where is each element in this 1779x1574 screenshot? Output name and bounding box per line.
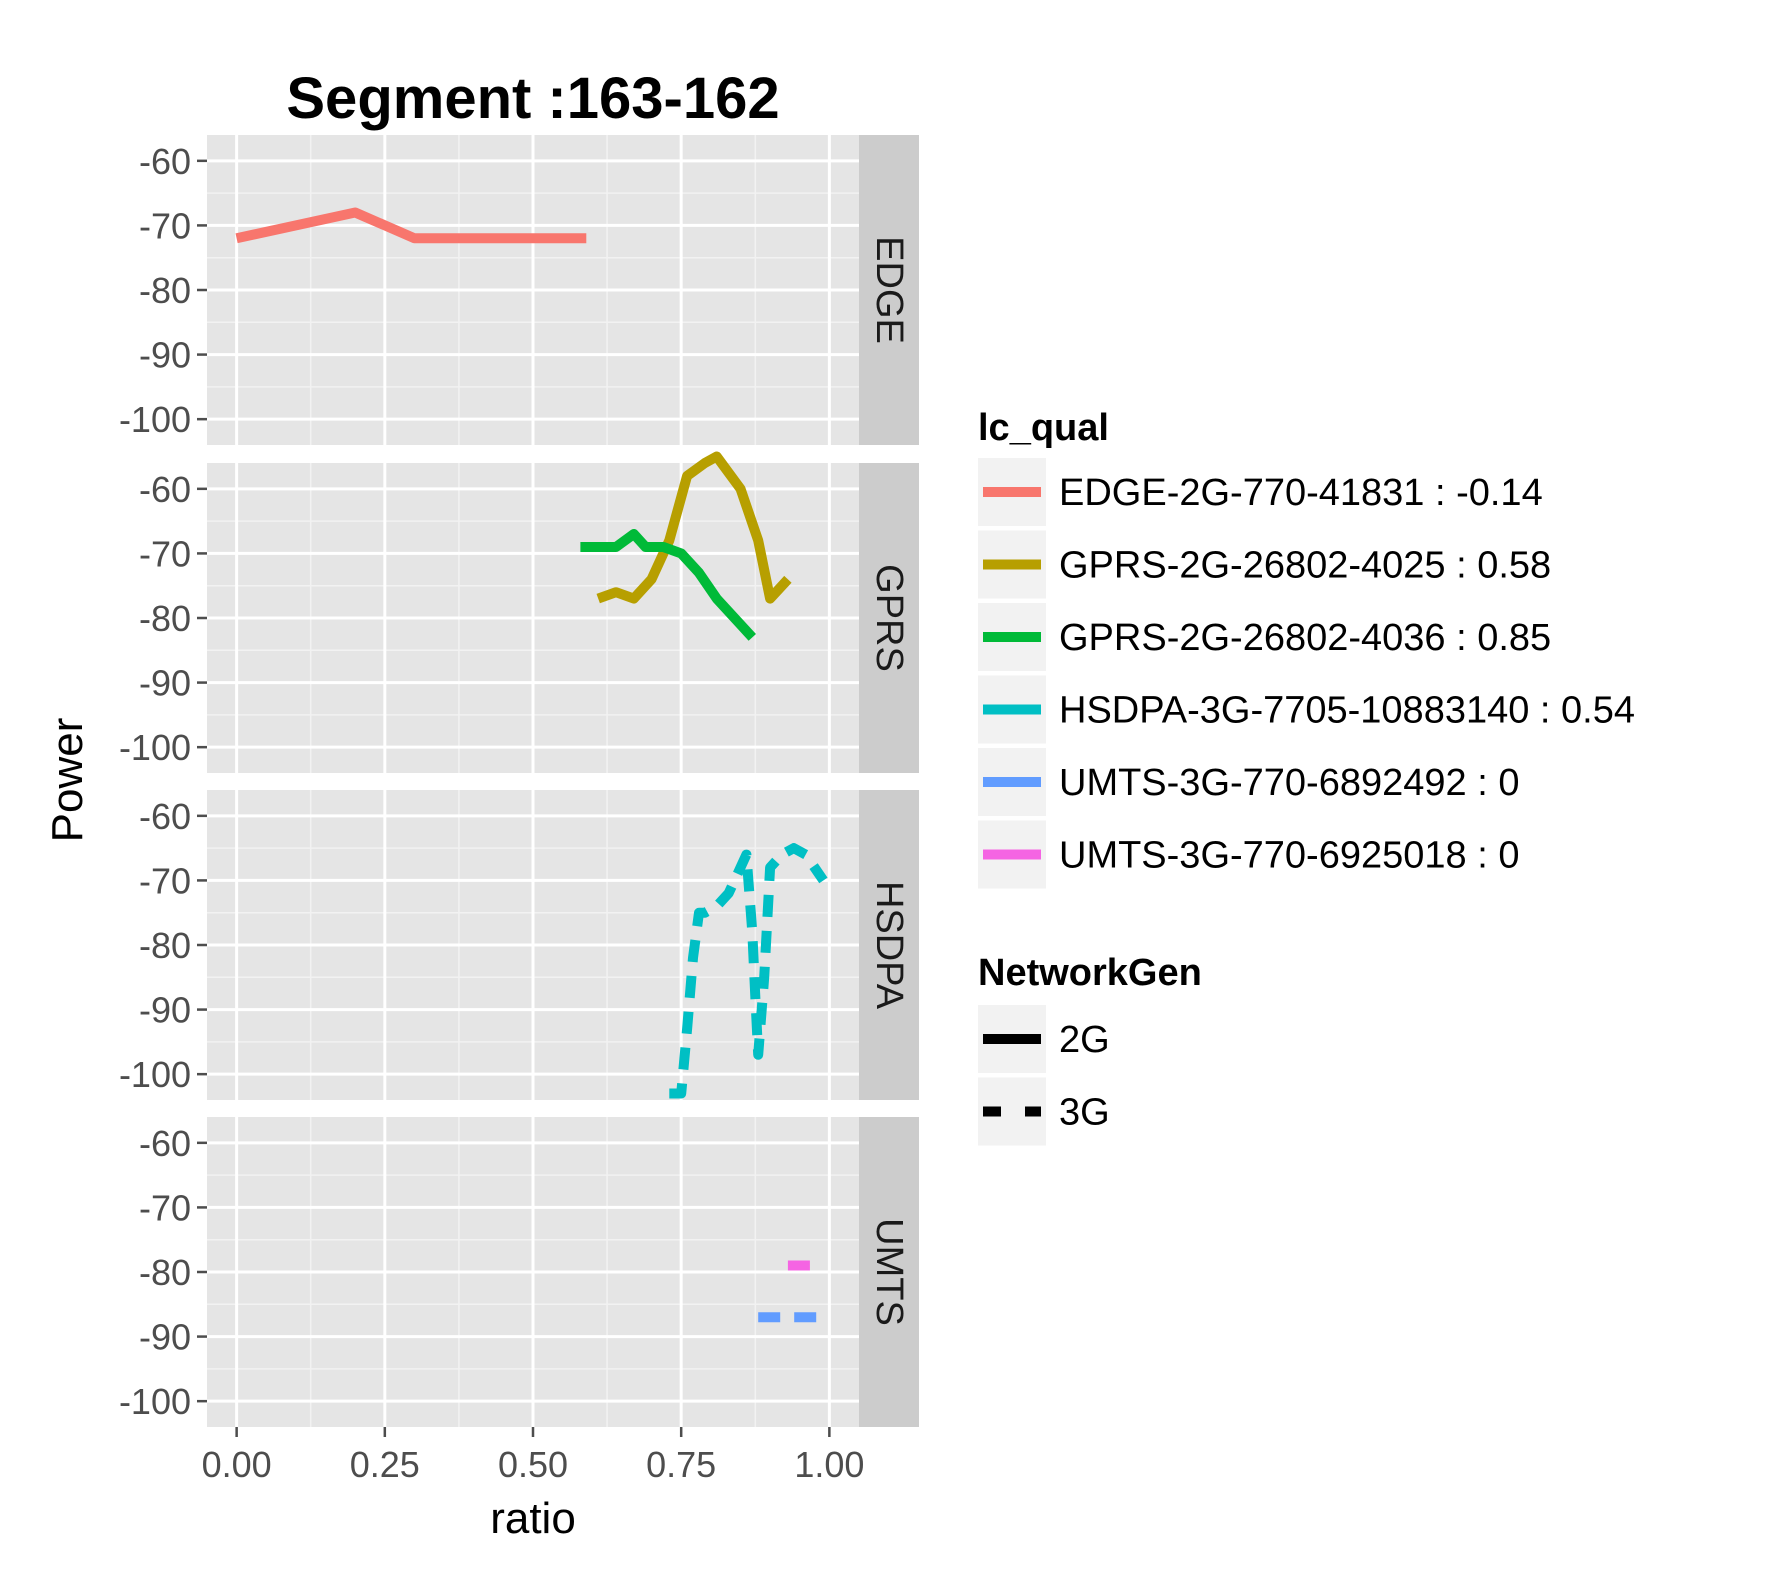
x-tick-label: 0.00 [202, 1444, 272, 1485]
legend-label: UMTS-3G-770-6925018 : 0 [1059, 835, 1519, 877]
facet-strip-edge [859, 135, 919, 445]
y-tick-label: -100 [119, 399, 191, 440]
legends: lc_qual EDGE-2G-770-41831 : -0.14 GPRS-2G-… [978, 407, 1635, 1146]
x-tick-label: 0.50 [498, 1444, 568, 1485]
y-tick-label: -90 [139, 990, 191, 1031]
legend-label: GPRS-2G-26802-4036 : 0.85 [1059, 617, 1551, 659]
facet-strip-umts [859, 1117, 919, 1427]
facet-label-gprs: GPRS [868, 564, 910, 672]
y-tick-label: -100 [119, 1054, 191, 1095]
y-tick-label: -80 [139, 598, 191, 639]
x-axis-title: ratio [490, 1494, 576, 1543]
y-tick-label: -100 [119, 1381, 191, 1422]
facet-label-edge: EDGE [868, 236, 910, 344]
y-tick-label: -80 [139, 1252, 191, 1293]
y-tick-label: -90 [139, 663, 191, 704]
legend-label: HSDPA-3G-7705-10883140 : 0.54 [1059, 690, 1635, 732]
facet-strip-hsdpa [859, 790, 919, 1100]
y-tick-label: -60 [139, 796, 191, 837]
x-tick-label: 1.00 [794, 1444, 864, 1485]
y-tick-label: -90 [139, 1317, 191, 1358]
facet-panel-umts: -60 -70 -80 -90 -100 UMTS [119, 1117, 919, 1427]
x-axis: 0.00 0.25 0.50 0.75 1.00 [202, 1427, 864, 1485]
series-line [669, 843, 828, 1099]
facet-panels: -60 -70 -80 -90 -100 EDGE -60 -70 -80 -90 -100 GPRS… [119, 135, 919, 1485]
legend-label: 2G [1059, 1019, 1110, 1061]
facet-strip-gprs [859, 463, 919, 773]
y-tick-label: -80 [139, 270, 191, 311]
legend-label: GPRS-2G-26802-4025 : 0.58 [1059, 545, 1551, 587]
legend-title-networkgen: NetworkGen [978, 952, 1202, 994]
chart-title: Segment :163-162 [286, 66, 779, 131]
y-tick-label: -60 [139, 469, 191, 510]
y-tick-label: -100 [119, 727, 191, 768]
y-tick-label: -60 [139, 141, 191, 182]
y-tick-label: -70 [139, 1187, 191, 1228]
y-tick-label: -80 [139, 925, 191, 966]
facet-label-hsdpa: HSDPA [868, 881, 910, 1010]
facet-panel-hsdpa: -60 -70 -80 -90 -100 HSDPA [119, 790, 919, 1100]
y-tick-label: -70 [139, 533, 191, 574]
legend-label: EDGE-2G-770-41831 : -0.14 [1059, 472, 1543, 514]
y-tick-label: -90 [139, 335, 191, 376]
facet-panel-gprs: -60 -70 -80 -90 -100 GPRS [119, 451, 919, 773]
y-tick-label: -70 [139, 205, 191, 246]
y-axis-title: Power [43, 718, 92, 843]
x-tick-label: 0.25 [350, 1444, 420, 1485]
y-tick-label: -70 [139, 860, 191, 901]
series-line [235, 207, 587, 244]
series-line [596, 451, 792, 604]
y-tick-label: -60 [139, 1123, 191, 1164]
legend-label: UMTS-3G-770-6892492 : 0 [1059, 762, 1519, 804]
legend-title-lc-qual: lc_qual [978, 407, 1109, 449]
x-tick-label: 0.75 [646, 1444, 716, 1485]
facet-panel-edge: -60 -70 -80 -90 -100 EDGE [119, 135, 919, 445]
legend-label: 3G [1059, 1092, 1110, 1134]
facet-label-umts: UMTS [868, 1218, 910, 1326]
series-line [580, 529, 756, 641]
